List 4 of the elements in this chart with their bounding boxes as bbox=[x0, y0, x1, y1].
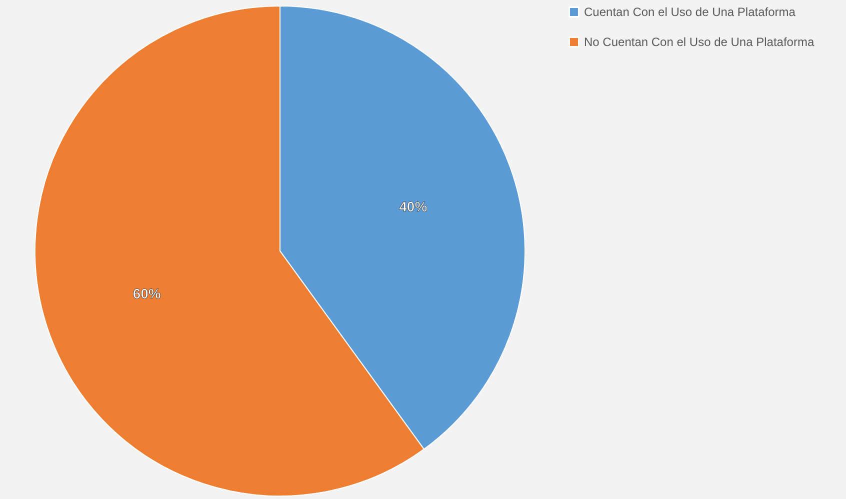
data-label: 40% bbox=[399, 198, 428, 215]
legend-label: Cuentan Con el Uso de Una Plataforma bbox=[584, 5, 796, 19]
data-label: 60% bbox=[132, 285, 162, 302]
legend-label: No Cuentan Con el Uso de Una Plataforma bbox=[584, 35, 814, 49]
